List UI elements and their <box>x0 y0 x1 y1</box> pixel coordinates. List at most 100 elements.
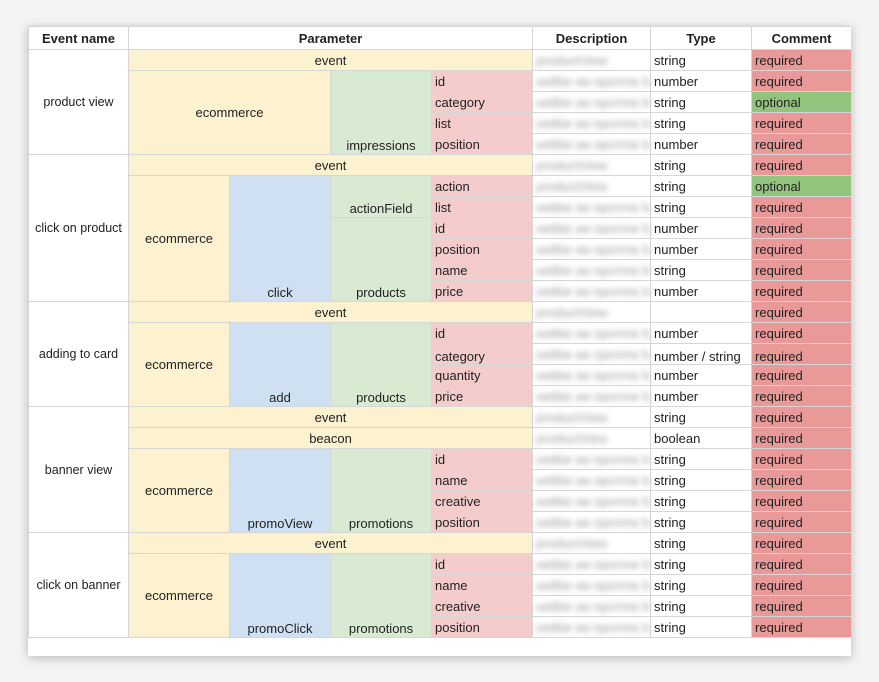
comment-cell[interactable]: required <box>751 280 851 302</box>
param-event[interactable]: event <box>127 49 534 71</box>
param-promotions[interactable]: promotions <box>330 448 432 533</box>
param-field[interactable]: creative <box>430 595 534 617</box>
type-cell[interactable]: string <box>650 511 753 533</box>
param-actionfield[interactable]: actionField <box>330 175 432 218</box>
param-ecommerce[interactable]: ecommerce <box>128 322 230 407</box>
type-cell[interactable]: number <box>650 217 753 239</box>
description-cell[interactable]: неttbe ии пpотmе b <box>532 259 652 281</box>
param-field[interactable]: id <box>430 217 534 239</box>
description-cell[interactable]: неttbe ии пpотmе b <box>532 70 652 92</box>
param-field[interactable]: id <box>430 448 534 470</box>
type-cell[interactable]: string <box>650 448 753 470</box>
type-cell[interactable]: string <box>650 154 753 176</box>
comment-cell[interactable]: required <box>751 448 851 470</box>
param-field[interactable]: id <box>430 70 534 92</box>
comment-cell[interactable]: required <box>751 196 851 218</box>
comment-cell[interactable]: required <box>751 217 851 239</box>
description-cell[interactable]: productView <box>532 532 652 554</box>
comment-cell[interactable]: required <box>751 259 851 281</box>
comment-cell[interactable]: required <box>751 574 851 596</box>
param-event[interactable]: event <box>127 532 534 554</box>
comment-cell[interactable]: required <box>751 616 851 638</box>
description-cell[interactable]: неttbe ии пpотmе b <box>532 553 652 575</box>
comment-cell[interactable]: required <box>751 343 851 365</box>
event-name-cell[interactable]: product view <box>28 49 129 155</box>
param-field[interactable]: position <box>430 238 534 260</box>
type-cell[interactable]: string <box>650 175 753 197</box>
type-cell[interactable]: string <box>650 490 753 512</box>
comment-cell[interactable]: optional <box>751 91 851 113</box>
type-cell[interactable]: number <box>650 238 753 260</box>
description-cell[interactable]: productView <box>532 49 652 71</box>
type-cell[interactable]: string <box>650 532 753 554</box>
comment-cell[interactable]: required <box>751 322 851 344</box>
comment-cell[interactable]: required <box>751 532 851 554</box>
comment-cell[interactable]: required <box>751 490 851 512</box>
type-cell[interactable]: string <box>650 112 753 134</box>
param-event[interactable]: event <box>127 301 534 323</box>
description-cell[interactable]: productView <box>532 301 652 323</box>
description-cell[interactable]: неttbe ии пpотmе b <box>532 133 652 155</box>
comment-cell[interactable]: required <box>751 133 851 155</box>
param-field[interactable]: id <box>430 553 534 575</box>
comment-cell[interactable]: required <box>751 406 851 428</box>
type-cell[interactable]: string <box>650 196 753 218</box>
description-cell[interactable]: неttbe ии пpотmе b <box>532 343 652 365</box>
param-promoclick[interactable]: promoClick <box>229 553 331 638</box>
param-ecommerce[interactable]: ecommerce <box>128 70 331 155</box>
comment-cell[interactable]: required <box>751 469 851 491</box>
param-field[interactable]: list <box>430 196 534 218</box>
description-cell[interactable]: productView <box>532 175 652 197</box>
comment-cell[interactable]: required <box>751 154 851 176</box>
comment-cell[interactable]: required <box>751 553 851 575</box>
param-beacon[interactable]: beacon <box>127 427 534 449</box>
type-cell[interactable]: number <box>650 364 753 386</box>
comment-cell[interactable]: required <box>751 427 851 449</box>
param-add[interactable]: add <box>229 322 331 407</box>
type-cell[interactable]: number <box>650 322 753 344</box>
description-cell[interactable]: неttbe ии пpотmе b <box>532 469 652 491</box>
description-cell[interactable]: неttbe ии пpотmе b <box>532 280 652 302</box>
type-cell[interactable]: number <box>650 280 753 302</box>
type-cell[interactable]: string <box>650 553 753 575</box>
description-cell[interactable]: неttbe ии пpотmе b <box>532 385 652 407</box>
param-click[interactable]: click <box>229 175 331 302</box>
event-name-cell[interactable]: click on product <box>28 154 129 302</box>
description-cell[interactable]: неttbe ии пpотmе b <box>532 511 652 533</box>
type-cell[interactable]: string <box>650 469 753 491</box>
comment-cell[interactable]: required <box>751 595 851 617</box>
event-name-cell[interactable]: click on banner <box>28 532 129 638</box>
param-field[interactable]: position <box>430 133 534 155</box>
param-field[interactable]: name <box>430 469 534 491</box>
param-event[interactable]: event <box>127 406 534 428</box>
comment-cell[interactable]: required <box>751 238 851 260</box>
type-cell[interactable]: string <box>650 574 753 596</box>
type-cell[interactable]: string <box>650 406 753 428</box>
description-cell[interactable]: неttbe ии пpотmе b <box>532 217 652 239</box>
param-promoview[interactable]: promoView <box>229 448 331 533</box>
type-cell[interactable]: string <box>650 91 753 113</box>
description-cell[interactable]: неttbe ии пpотmе b <box>532 112 652 134</box>
description-cell[interactable]: неttbe ии пpотmе b <box>532 595 652 617</box>
description-cell[interactable]: неttbe ии пpотmе b <box>532 322 652 344</box>
comment-cell[interactable]: required <box>751 112 851 134</box>
event-name-cell[interactable]: banner view <box>28 406 129 533</box>
param-field[interactable]: action <box>430 175 534 197</box>
description-cell[interactable]: неttbe ии пpотmе b <box>532 196 652 218</box>
param-event[interactable]: event <box>127 154 534 176</box>
type-cell[interactable]: string <box>650 49 753 71</box>
param-products[interactable]: products <box>330 217 432 302</box>
type-cell[interactable] <box>650 301 753 323</box>
comment-cell[interactable]: required <box>751 301 851 323</box>
description-cell[interactable]: productView <box>532 154 652 176</box>
description-cell[interactable]: неttbe ии пpотmе b <box>532 616 652 638</box>
type-cell[interactable]: number <box>650 133 753 155</box>
description-cell[interactable]: неttbe ии пpотmе b <box>532 238 652 260</box>
type-cell[interactable]: string <box>650 595 753 617</box>
comment-cell[interactable]: required <box>751 385 851 407</box>
param-field[interactable]: price <box>430 280 534 302</box>
description-cell[interactable]: неttbe ии пpотmе b <box>532 364 652 386</box>
description-cell[interactable]: неttbe ии пpотmе b <box>532 490 652 512</box>
param-promotions[interactable]: promotions <box>330 553 432 638</box>
type-cell[interactable]: number <box>650 70 753 92</box>
